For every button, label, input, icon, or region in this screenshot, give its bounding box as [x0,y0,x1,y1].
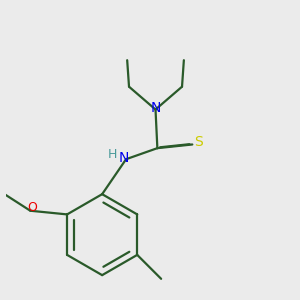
Text: O: O [27,200,37,214]
Text: N: N [150,101,161,115]
Text: H: H [107,148,117,161]
Text: S: S [195,134,203,148]
Text: N: N [119,151,129,165]
